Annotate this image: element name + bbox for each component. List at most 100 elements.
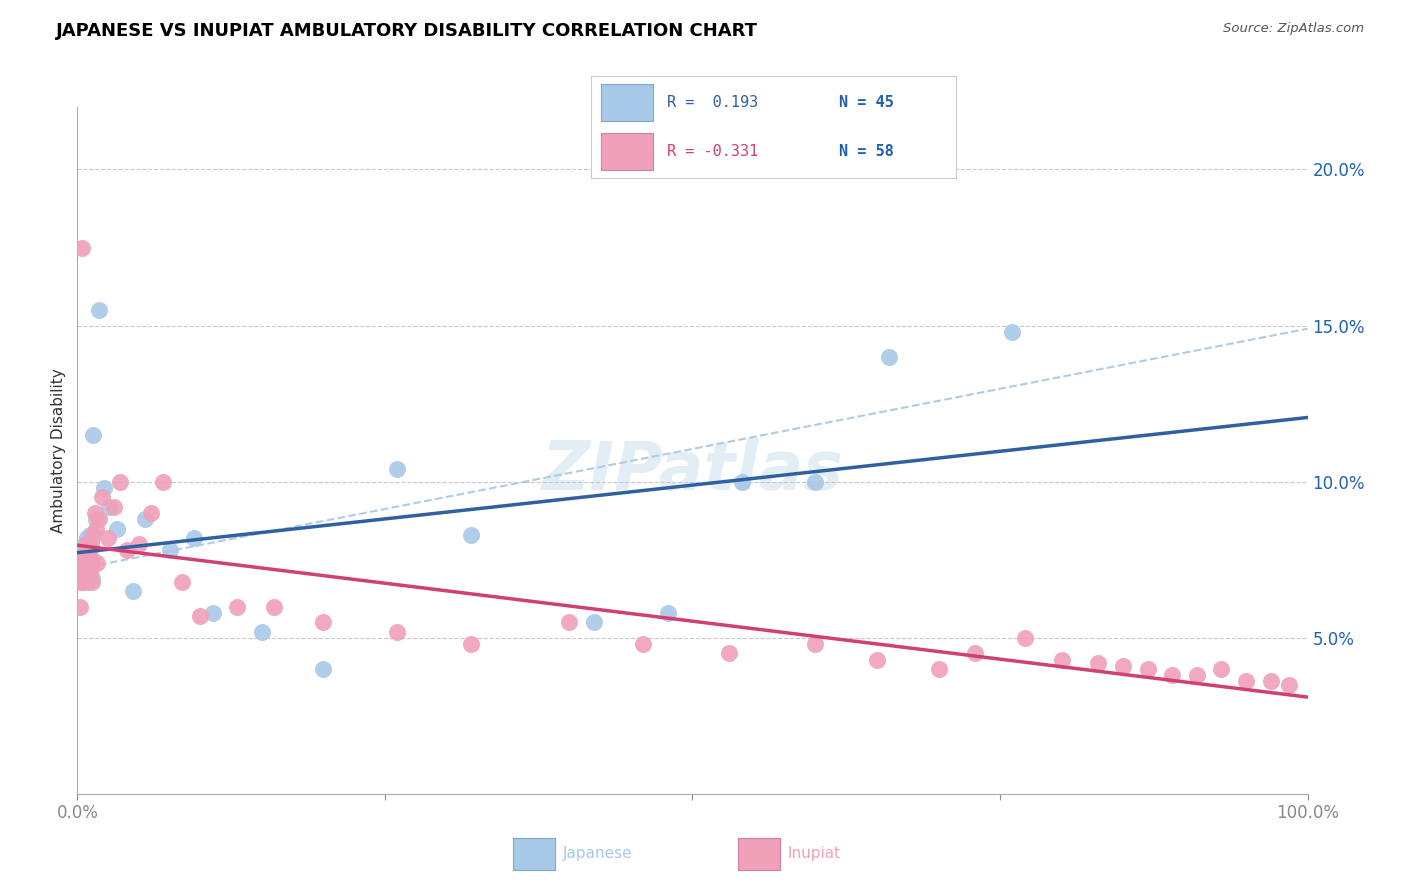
Point: [73, 549, 96, 564]
Point: [73, 549, 96, 564]
Point: [250, 624, 273, 639]
Point: [80, 556, 103, 570]
FancyBboxPatch shape: [602, 84, 652, 121]
Point: [1260, 674, 1282, 689]
Point: [77, 540, 100, 554]
Point: [201, 606, 224, 620]
Point: [98, 500, 121, 514]
Point: [170, 574, 193, 589]
Point: [89, 512, 111, 526]
Point: [1185, 668, 1208, 682]
Point: [82, 571, 104, 585]
Point: [82, 527, 104, 541]
Point: [183, 531, 205, 545]
Point: [128, 537, 150, 551]
Point: [110, 475, 132, 489]
Point: [583, 615, 606, 630]
Point: [70, 552, 93, 567]
Point: [75, 552, 97, 567]
Point: [84, 512, 107, 526]
Text: JAPANESE VS INUPIAT AMBULATORY DISABILITY CORRELATION CHART: JAPANESE VS INUPIAT AMBULATORY DISABILIT…: [56, 22, 758, 40]
Point: [76, 531, 98, 545]
Point: [385, 624, 409, 639]
Point: [1136, 662, 1159, 676]
Point: [121, 583, 143, 598]
Point: [1087, 656, 1109, 670]
Point: [76, 552, 98, 567]
Point: [73, 537, 96, 551]
Text: N = 58: N = 58: [839, 145, 894, 160]
Point: [79, 549, 101, 564]
Point: [79, 543, 101, 558]
Point: [72, 558, 94, 574]
Point: [83, 506, 105, 520]
Point: [80, 533, 103, 548]
Point: [69, 599, 91, 614]
Point: [82, 552, 104, 567]
Point: [72, 556, 94, 570]
Point: [312, 662, 335, 676]
Point: [1001, 325, 1024, 339]
Point: [76, 568, 98, 582]
Point: [70, 574, 93, 589]
Point: [1211, 662, 1233, 676]
Point: [866, 653, 889, 667]
Point: [312, 615, 335, 630]
Point: [84, 521, 107, 535]
Point: [82, 427, 104, 442]
Y-axis label: Ambulatory Disability: Ambulatory Disability: [51, 368, 66, 533]
Point: [77, 552, 100, 567]
Point: [77, 558, 100, 574]
Point: [70, 562, 93, 576]
Point: [1050, 653, 1073, 667]
Text: R = -0.331: R = -0.331: [668, 145, 759, 160]
Point: [72, 543, 94, 558]
Point: [97, 531, 120, 545]
Point: [141, 506, 163, 520]
Point: [558, 615, 581, 630]
Text: ZIPatlas: ZIPatlas: [541, 438, 844, 504]
Point: [79, 556, 101, 570]
Point: [879, 350, 901, 364]
Text: Japanese: Japanese: [562, 847, 633, 861]
Text: Inupiat: Inupiat: [787, 847, 841, 861]
Point: [226, 599, 249, 614]
Point: [77, 574, 100, 589]
Point: [77, 537, 100, 551]
Point: [152, 475, 174, 489]
Point: [75, 562, 97, 576]
Point: [1234, 674, 1257, 689]
Point: [804, 637, 827, 651]
Point: [1161, 668, 1184, 682]
Point: [263, 599, 285, 614]
Point: [70, 546, 93, 561]
Text: R =  0.193: R = 0.193: [668, 95, 759, 110]
Point: [70, 562, 93, 576]
Point: [385, 462, 409, 476]
Point: [1278, 678, 1301, 692]
Point: [76, 562, 98, 576]
Point: [105, 521, 128, 535]
Point: [80, 537, 103, 551]
Point: [72, 574, 94, 589]
Point: [657, 606, 679, 620]
Point: [76, 543, 98, 558]
Point: [90, 490, 114, 504]
Point: [134, 512, 156, 526]
Point: [965, 646, 987, 660]
Point: [718, 646, 741, 660]
Point: [1014, 631, 1036, 645]
Point: [731, 475, 754, 489]
Point: [72, 556, 94, 570]
Point: [75, 540, 97, 554]
Point: [115, 543, 138, 558]
Point: [460, 527, 482, 541]
Point: [82, 574, 104, 589]
Point: [80, 558, 103, 574]
Point: [75, 537, 97, 551]
Point: [79, 566, 101, 580]
FancyBboxPatch shape: [602, 133, 652, 170]
Text: N = 45: N = 45: [839, 95, 894, 110]
Point: [70, 240, 93, 255]
Point: [73, 568, 96, 582]
